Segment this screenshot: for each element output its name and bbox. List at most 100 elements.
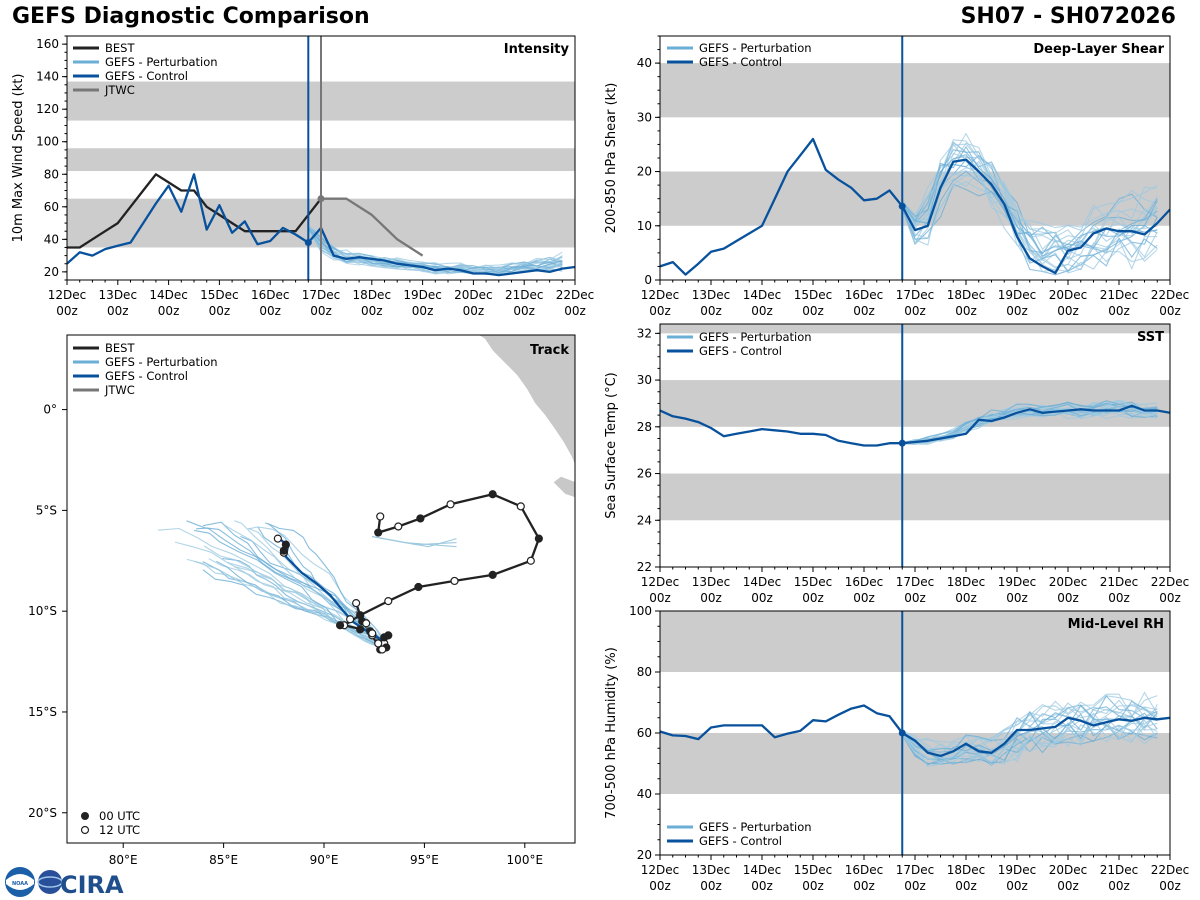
track-point-12utc (374, 639, 383, 648)
y-axis-label: Sea Surface Temp (°C) (604, 372, 619, 519)
ensemble-member-line (307, 225, 563, 269)
ensemble-member-line (901, 156, 1158, 262)
x-tick-label: 12Dec (641, 575, 680, 589)
x-tick-label: 21Dec (505, 288, 544, 302)
track-point-00utc (384, 631, 393, 640)
best-point-12utc (384, 596, 393, 606)
y-tick-label: 10 (637, 219, 652, 233)
panel-track: 80°E 85°E 90°E 95°E 100°E 0° 5°S 10°S 15°S 20°S Tr… (28, 334, 576, 867)
ensemble-member-line (902, 400, 1158, 444)
best-point-12utc (526, 556, 535, 565)
ensemble-member-line (901, 715, 1158, 763)
legend-label: GEFS - Perturbation (699, 330, 812, 344)
ensemble-member-line (901, 705, 1158, 754)
track-point-12utc (378, 645, 387, 654)
legend-label: 12 UTC (99, 823, 140, 837)
plot-area (660, 611, 1170, 794)
x-tick-label: 00z (751, 304, 773, 318)
legend-label: GEFS - Perturbation (699, 41, 812, 55)
panel-intensity: 20 40 60 80 100 120 140 160 12Dec 00z 13Dec 00z 14De… (11, 35, 594, 318)
x-tick-label: 00z (1159, 879, 1181, 893)
x-tick-label: 00z (1108, 591, 1130, 605)
x-tick-label: 14Dec (743, 288, 782, 302)
x-tick-label: 00z (853, 304, 875, 318)
x-tick-label: 00z (802, 304, 824, 318)
cira-orbit (37, 876, 63, 888)
x-tick-label: 16Dec (845, 288, 884, 302)
ensemble-track-line (372, 536, 457, 548)
x-tick-label: 20Dec (1049, 288, 1088, 302)
axes-frame (659, 323, 1171, 568)
land-mass (476, 335, 575, 467)
panel-title: Intensity (504, 42, 570, 57)
x-tick-label: 00z (310, 304, 332, 318)
x-tick-label: 17Dec (896, 575, 935, 589)
y-tick-label: 28 (637, 420, 652, 434)
panel-title: Mid-Level RH (1068, 617, 1164, 632)
y-axis-label: 200-850 hPa Shear (kt) (604, 83, 619, 234)
axes-frame (66, 334, 576, 844)
x-tick-label: 12Dec (48, 288, 87, 302)
x-tick-label: 00z (1108, 879, 1130, 893)
x-tick-label: 22Dec (1151, 288, 1190, 302)
x-tick-label: 15Dec (794, 863, 833, 877)
y-tick-label: 120 (36, 102, 59, 116)
x-tick-label: 16Dec (845, 575, 884, 589)
x-tick-label: 18Dec (353, 288, 392, 302)
x-tick-label: 00z (955, 879, 977, 893)
ensemble-track-line (196, 527, 383, 641)
shaded-band (660, 63, 1170, 118)
series-line-jtwc (321, 197, 424, 257)
x-tick-label: 00z (1006, 304, 1028, 318)
series-line-gefs-control (660, 404, 1170, 447)
lon-tick-label: 80°E (109, 853, 138, 867)
series-line-gefs-control (660, 137, 1170, 276)
best-point-12utc (450, 576, 459, 586)
y-tick-label: 20 (637, 165, 652, 179)
y-tick-label: 100 (629, 604, 652, 618)
panel-title: Deep-Layer Shear (1033, 42, 1164, 57)
x-tick-label: 00z (1159, 591, 1181, 605)
x-tick-label: 21Dec (1100, 288, 1139, 302)
best-point-12utc (516, 502, 525, 511)
cira-logo-text: CIRA (60, 871, 124, 899)
cira-globe (38, 870, 62, 894)
legend-label: GEFS - Control (105, 369, 188, 383)
x-tick-label: 20Dec (1049, 575, 1088, 589)
shaded-band (660, 324, 1170, 334)
x-tick-label: 00z (412, 304, 434, 318)
lat-tick-label: 5°S (36, 503, 57, 517)
y-tick-label: 80 (637, 665, 652, 679)
legend-label: GEFS - Perturbation (105, 355, 218, 369)
series-line-gefs-control (660, 704, 1170, 758)
x-tick-label: 13Dec (99, 288, 138, 302)
plot-area (660, 63, 1170, 276)
legend-label: GEFS - Perturbation (699, 820, 812, 834)
x-tick-label: 17Dec (896, 863, 935, 877)
legend-label: GEFS - Perturbation (105, 55, 218, 69)
y-tick-label: 40 (637, 56, 652, 70)
track-point-12utc (273, 534, 282, 543)
lon-tick-label: 95°E (410, 853, 439, 867)
x-tick-label: 00z (1108, 304, 1130, 318)
y-tick-label: 32 (637, 326, 652, 340)
panel-title: SST (1137, 330, 1164, 345)
ensemble-member-line (901, 154, 1158, 257)
lat-tick-label: 20°S (28, 806, 57, 820)
x-tick-label: 00z (751, 879, 773, 893)
x-tick-label: 19Dec (403, 288, 442, 302)
ensemble-member-line (901, 143, 1158, 253)
shaded-band (660, 473, 1170, 521)
legend-label: GEFS - Control (699, 344, 782, 358)
ensemble-track-line (227, 561, 381, 647)
x-tick-label: 18Dec (947, 863, 986, 877)
shaded-band (660, 380, 1170, 427)
best-point-00utc (414, 582, 423, 592)
x-tick-label: 00z (904, 304, 926, 318)
track-point-12utc (346, 615, 355, 624)
y-tick-label: 40 (44, 232, 59, 246)
legend-label: BEST (105, 41, 135, 55)
